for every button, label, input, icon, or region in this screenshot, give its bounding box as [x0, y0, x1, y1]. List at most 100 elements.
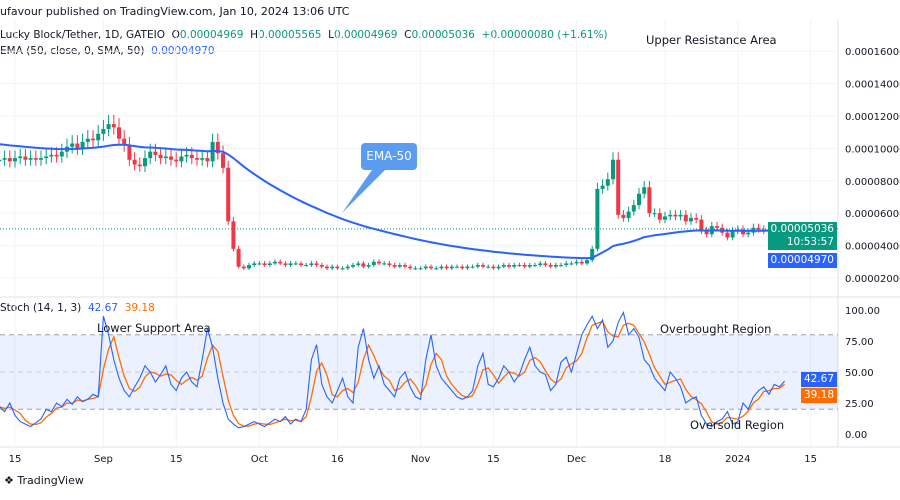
- candle-up: [0, 159, 2, 162]
- candle-down: [174, 159, 179, 162]
- candle-down: [683, 214, 688, 222]
- candle-down: [507, 265, 511, 267]
- candle-down: [189, 154, 194, 159]
- candle-down: [158, 154, 163, 159]
- stoch-d-line: [0, 320, 786, 427]
- candle-up: [590, 248, 595, 261]
- candle-down: [621, 214, 626, 219]
- lower-support-label: Lower Support Area: [97, 321, 211, 335]
- stoch-band: [0, 334, 838, 410]
- candle-up: [449, 266, 454, 269]
- candle-down: [616, 159, 621, 215]
- time-axis-label: Sep: [94, 454, 113, 465]
- candle-up: [13, 158, 17, 162]
- candle-down: [673, 214, 678, 217]
- candle-up: [689, 218, 693, 222]
- candle-up: [559, 265, 563, 267]
- candle-up: [2, 158, 7, 160]
- candle-down: [361, 263, 366, 267]
- candle-down: [699, 219, 704, 232]
- candle-up: [569, 263, 574, 265]
- time-axis-label: 2024: [725, 454, 750, 465]
- candle-up: [439, 266, 444, 269]
- candle-up: [18, 156, 23, 159]
- price-axis-label: 0.00008000: [845, 177, 900, 188]
- stoch-axis-label: 50.00: [845, 368, 874, 379]
- candle-down: [704, 231, 709, 235]
- candle-up: [642, 187, 647, 194]
- candle-down: [137, 164, 142, 167]
- candle-up: [652, 213, 657, 215]
- candle-up: [356, 263, 361, 266]
- stoch-axis-label: 25.00: [845, 399, 874, 410]
- candle-down: [205, 158, 210, 162]
- ema-50-line: [0, 143, 785, 260]
- candle-up: [44, 156, 49, 159]
- candle-down: [127, 145, 132, 160]
- candle-up: [527, 265, 532, 267]
- price-axis-label: 0.00014000: [845, 80, 900, 91]
- candle-up: [304, 265, 309, 267]
- candle-down: [132, 159, 137, 165]
- time-axis-label: Nov: [411, 454, 431, 465]
- candle-down: [241, 266, 246, 269]
- time-axis-label: 15: [487, 454, 500, 465]
- candle-down: [392, 265, 397, 267]
- candle-down: [231, 221, 236, 249]
- candle-down: [647, 187, 652, 214]
- candle-up: [668, 214, 673, 217]
- last-price: 0.00005036: [770, 223, 834, 235]
- publish-info: ufavour published on TradingView.com, Ja…: [0, 5, 350, 18]
- candle-up: [288, 263, 293, 266]
- time-axis-label: 15: [804, 454, 817, 465]
- candle-up: [600, 185, 605, 189]
- candle-down: [299, 263, 303, 266]
- candle-up: [330, 266, 335, 269]
- candle-down: [756, 227, 761, 230]
- time-axis-label: 18: [659, 454, 672, 465]
- candle-up: [351, 265, 355, 267]
- tradingview-logo[interactable]: ❖ TradingView: [4, 474, 84, 487]
- candle-down: [278, 261, 283, 264]
- candle-up: [184, 154, 189, 157]
- candle-up: [39, 158, 43, 160]
- candle-down: [111, 124, 116, 128]
- candle-down: [694, 218, 699, 220]
- time-axis-label: 16: [331, 454, 344, 465]
- candle-down: [54, 154, 59, 157]
- stoch-d-tag: 39.18: [800, 388, 837, 403]
- candle-up: [533, 265, 537, 267]
- candle-up: [143, 158, 147, 167]
- candle-down: [91, 138, 95, 141]
- candle-up: [371, 261, 376, 266]
- candle-up: [486, 266, 491, 268]
- candle-up: [631, 205, 636, 212]
- candle-up: [553, 265, 558, 267]
- stoch-k-line: [0, 310, 786, 429]
- candle-down: [283, 263, 288, 266]
- candle-up: [475, 265, 480, 267]
- price-axis-label: 0.00010000: [845, 144, 900, 155]
- symbol-name[interactable]: Lucky Block/Tether, 1D, GATEIO: [0, 29, 165, 41]
- candle-down: [579, 261, 584, 264]
- candle-up: [96, 133, 101, 141]
- price-axis-label: 0.00002000: [845, 274, 900, 285]
- candle-up: [730, 231, 735, 238]
- candle-up: [247, 265, 251, 269]
- tv-logo-icon: ❖: [4, 474, 14, 487]
- candle-up: [70, 143, 75, 147]
- candle-up: [28, 158, 33, 160]
- candle-up: [413, 268, 418, 270]
- candle-up: [418, 268, 423, 270]
- candle-down: [460, 266, 465, 269]
- candle-down: [314, 263, 319, 266]
- candle-down: [325, 266, 329, 269]
- stoch-label[interactable]: Stoch (14, 1, 3): [0, 302, 82, 314]
- candle-down: [153, 151, 158, 155]
- candle-down: [335, 266, 340, 269]
- candle-down: [195, 158, 199, 160]
- candle-down: [226, 167, 231, 222]
- open-value: 0.00004969: [179, 29, 244, 41]
- stoch-axis-label: 100.00: [845, 306, 880, 317]
